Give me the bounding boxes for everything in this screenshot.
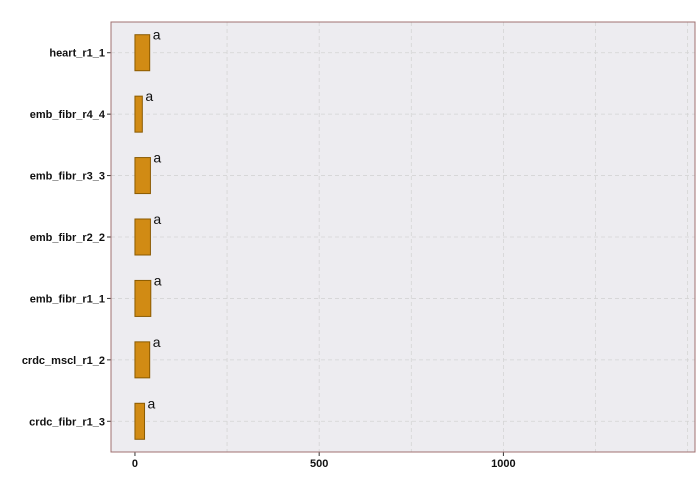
significance-letters: a a a a a a a: [145, 27, 161, 412]
x-tick-label: 500: [310, 458, 328, 470]
category-label: crdc_fibr_r1_3: [29, 416, 105, 428]
bar: [134, 402, 146, 440]
category-label: emb_fibr_r2_2: [30, 232, 105, 244]
bar: [134, 218, 151, 256]
x-axis: 0 500 1000: [132, 452, 516, 470]
category-label: emb_fibr_r1_1: [30, 293, 105, 305]
vertical-gridlines: [226, 22, 689, 452]
x-tick-label: 1000: [491, 458, 515, 470]
category-label: emb_fibr_r3_3: [30, 171, 105, 183]
plot-panel-border: [110, 21, 696, 453]
data-label: a: [148, 395, 156, 411]
category-label: emb_fibr_r4_4: [30, 109, 106, 121]
category-label: crdc_mscl_r1_2: [22, 355, 105, 367]
bar: [134, 157, 151, 195]
data-label: a: [153, 211, 161, 227]
x-tick-label: 0: [132, 458, 138, 470]
data-label: a: [153, 150, 161, 166]
bar: [134, 279, 152, 317]
category-axis: heart_r1_1 emb_fibr_r4_4 emb_fibr_r3_3 emb_…: [22, 48, 111, 428]
data-label: a: [154, 272, 162, 288]
category-label: heart_r1_1: [49, 48, 105, 60]
bar: [134, 95, 143, 133]
data-label: a: [145, 88, 153, 104]
data-label: a: [153, 334, 161, 350]
bar: [134, 34, 151, 72]
data-label: a: [153, 27, 161, 43]
bars-group: [134, 34, 152, 440]
horizontal-gridlines: [111, 52, 695, 422]
bar: [134, 341, 151, 379]
